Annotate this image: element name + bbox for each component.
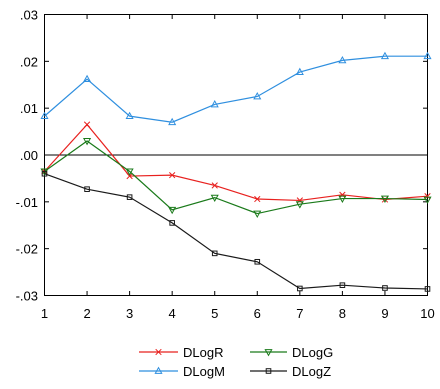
- data-point-dlogg: [295, 201, 304, 209]
- legend-item-dlogg: DLogG: [250, 345, 333, 360]
- x-tick-label: 8: [339, 306, 346, 321]
- y-tick-label: -.01: [16, 195, 38, 210]
- data-point-dlogg: [338, 195, 347, 203]
- data-point-dlogz: [382, 285, 388, 291]
- x-tick-label: 9: [381, 306, 388, 321]
- data-point-dlogr: [339, 191, 346, 198]
- y-tick-label: -.02: [16, 242, 38, 257]
- data-point-dlogg: [210, 194, 219, 203]
- data-point-dlogg: [168, 206, 177, 215]
- series-line-dlogg: [44, 140, 428, 215]
- data-point-dlogz: [84, 186, 90, 192]
- data-point-dlogm: [253, 92, 262, 100]
- data-point-dlogr: [126, 172, 133, 180]
- data-point-dlogm: [168, 117, 177, 126]
- data-point-dlogr: [169, 171, 176, 179]
- data-point-dlogz: [169, 220, 175, 226]
- data-point-dlogm: [295, 67, 304, 76]
- legend-swatch-marker: [265, 368, 272, 374]
- data-point-dlogg: [423, 196, 432, 204]
- data-point-dlogz: [254, 258, 261, 265]
- y-tick-label: .03: [20, 8, 38, 23]
- data-point-dlogr: [254, 195, 261, 203]
- data-point-dlogm: [125, 111, 134, 120]
- x-tick-label: 6: [254, 306, 261, 321]
- legend-label: DLogG: [292, 345, 333, 360]
- x-tick-label: 10: [420, 306, 434, 321]
- legend-swatch-marker: [155, 348, 162, 356]
- data-point-dlogm: [338, 55, 347, 64]
- data-point-dlogm: [423, 51, 432, 60]
- data-point-dlogg: [253, 210, 262, 218]
- data-point-dlogz: [41, 170, 48, 177]
- x-tick-label: 1: [41, 306, 48, 321]
- data-point-dlogz: [424, 286, 431, 292]
- legend-label: DLogZ: [292, 364, 331, 379]
- data-point-dlogg: [125, 168, 134, 176]
- data-point-dlogm: [380, 51, 389, 60]
- x-tick-label: 7: [296, 306, 303, 321]
- x-tick-label: 5: [211, 306, 218, 321]
- data-point-dlogz: [339, 282, 346, 288]
- data-point-dlogz: [297, 285, 303, 292]
- series-line-dlogz: [44, 173, 428, 290]
- series-line-dlogr: [44, 123, 428, 202]
- data-point-dlogz: [211, 250, 218, 257]
- data-point-dlogm: [83, 74, 92, 83]
- y-tick-label: .02: [20, 54, 38, 69]
- data-point-dlogg: [380, 195, 389, 203]
- y-tick-label: -.03: [16, 289, 38, 304]
- series-line-dlogm: [44, 55, 428, 123]
- data-point-dlogm: [40, 111, 49, 120]
- data-point-dlogr: [296, 197, 303, 204]
- data-point-dlogm: [210, 99, 219, 108]
- legend-item-dlogz: DLogZ: [250, 364, 331, 379]
- data-point-dlogr: [424, 193, 431, 200]
- y-tick-label: .01: [20, 101, 38, 116]
- x-tick-label: 2: [83, 306, 90, 321]
- legend-item-dlogm: DLogM: [139, 364, 225, 379]
- legend-swatch-marker: [264, 349, 273, 357]
- data-point-dlogr: [211, 182, 218, 189]
- x-tick-label: 3: [126, 306, 133, 321]
- series-dlogm: [40, 51, 432, 126]
- series-dlogz: [41, 170, 431, 292]
- legend-swatch-marker: [154, 366, 163, 374]
- data-point-dlogz: [126, 194, 133, 200]
- legend-item-dlogr: DLogR: [139, 345, 223, 360]
- legend-label: DLogR: [183, 345, 223, 360]
- data-point-dlogr: [83, 121, 91, 128]
- x-tick-label: 4: [169, 306, 176, 321]
- data-point-dlogg: [83, 138, 92, 146]
- series-dlogg: [40, 138, 432, 218]
- legend-label: DLogM: [183, 364, 225, 379]
- y-tick-label: .00: [20, 148, 38, 163]
